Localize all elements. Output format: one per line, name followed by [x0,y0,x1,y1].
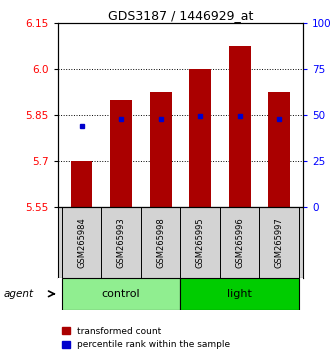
Text: GSM265998: GSM265998 [156,217,165,268]
Bar [71,161,92,207]
Bar [62,278,180,310]
Text: GSM265984: GSM265984 [77,217,86,268]
Legend: transformed count, percentile rank within the sample: transformed count, percentile rank withi… [63,327,230,349]
Title: GDS3187 / 1446929_at: GDS3187 / 1446929_at [108,9,253,22]
Text: control: control [102,289,140,299]
Bar [110,100,132,207]
Text: light: light [227,289,252,299]
Text: GSM265995: GSM265995 [196,217,205,268]
Text: GSM265997: GSM265997 [275,217,284,268]
Bar [180,278,299,310]
Bar [189,69,211,207]
Text: agent: agent [3,289,33,299]
Bar [150,92,171,207]
Bar [229,46,251,207]
Text: GSM265996: GSM265996 [235,217,244,268]
Bar [268,92,290,207]
Text: GSM265993: GSM265993 [117,217,126,268]
